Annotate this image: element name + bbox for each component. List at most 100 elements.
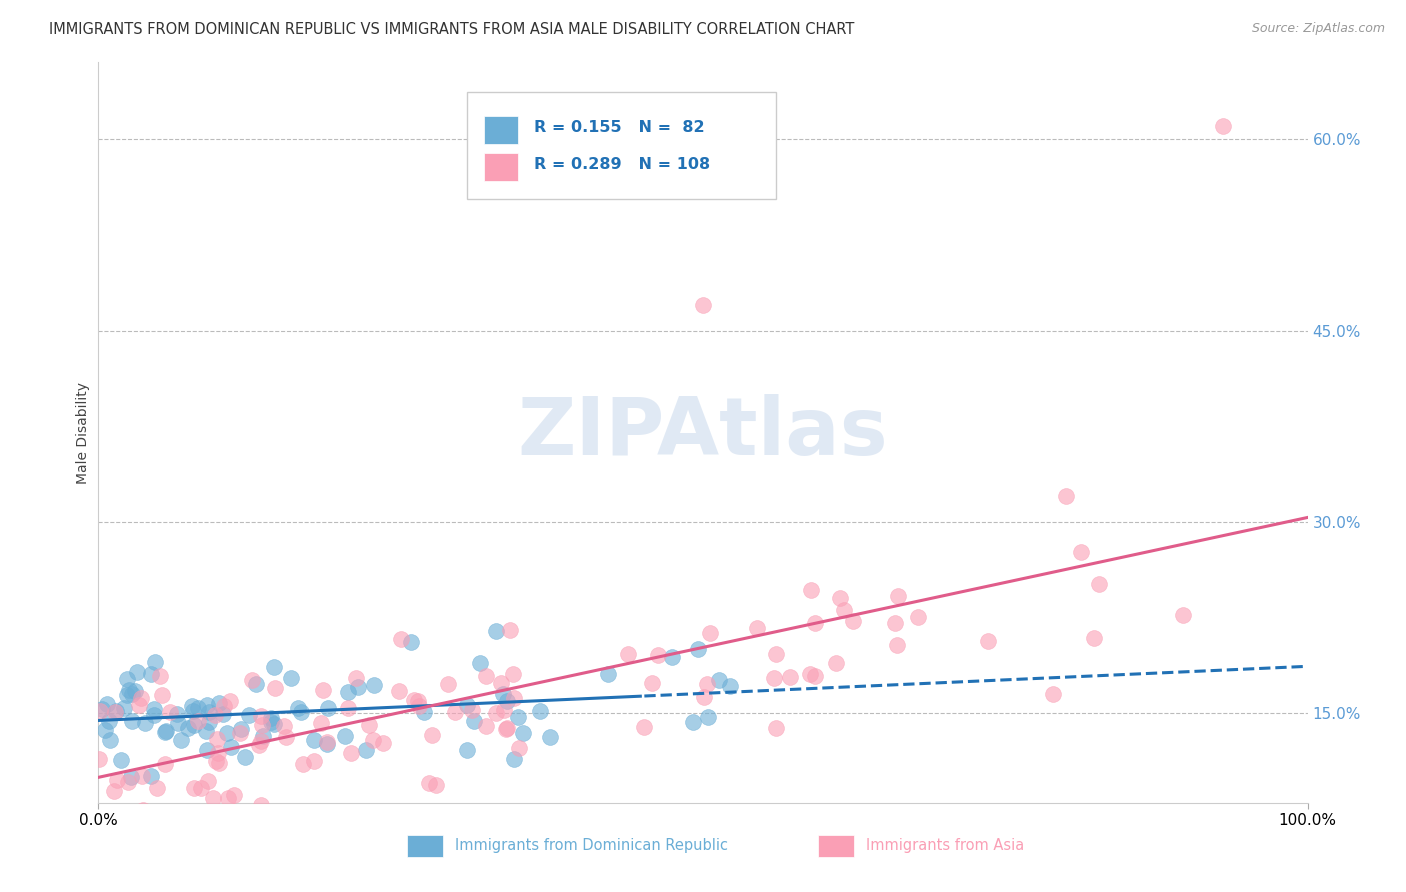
Point bbox=[215, 726, 238, 740]
Point bbox=[105, 705, 128, 719]
Point bbox=[211, 707, 233, 722]
Point bbox=[499, 623, 522, 637]
Point bbox=[142, 702, 165, 716]
Point bbox=[399, 635, 422, 649]
Point bbox=[977, 634, 1000, 648]
Point bbox=[250, 797, 273, 812]
Point bbox=[363, 678, 385, 692]
Point bbox=[250, 733, 273, 747]
Point bbox=[484, 706, 506, 720]
Point bbox=[485, 624, 508, 638]
Point bbox=[842, 614, 865, 628]
Point bbox=[242, 673, 264, 687]
Point bbox=[250, 718, 273, 732]
Point bbox=[180, 699, 202, 714]
Point bbox=[1212, 120, 1234, 134]
Point bbox=[494, 704, 516, 718]
Point bbox=[96, 698, 118, 712]
Point bbox=[492, 687, 515, 701]
Point bbox=[273, 719, 295, 733]
Point bbox=[89, 752, 111, 766]
Text: R = 0.155   N =  82: R = 0.155 N = 82 bbox=[534, 120, 704, 135]
Point bbox=[287, 701, 309, 715]
Point bbox=[263, 717, 285, 731]
Point bbox=[194, 723, 217, 738]
Point bbox=[336, 701, 359, 715]
Point bbox=[804, 616, 827, 631]
Point bbox=[508, 710, 530, 724]
Point bbox=[205, 754, 228, 768]
Point bbox=[197, 698, 219, 712]
Point bbox=[170, 733, 193, 747]
Point bbox=[97, 714, 120, 729]
Point bbox=[747, 622, 769, 636]
Point bbox=[219, 739, 242, 754]
Point bbox=[508, 740, 530, 755]
Point bbox=[159, 706, 181, 720]
Point bbox=[887, 589, 910, 603]
Point bbox=[1083, 631, 1105, 645]
Point bbox=[496, 694, 519, 708]
Point bbox=[141, 769, 163, 783]
Text: ZIPAtlas: ZIPAtlas bbox=[517, 393, 889, 472]
Point bbox=[316, 701, 339, 715]
Point bbox=[233, 749, 256, 764]
Point bbox=[763, 672, 786, 686]
Point bbox=[834, 603, 856, 617]
Point bbox=[538, 730, 561, 744]
Point bbox=[389, 632, 412, 646]
Point bbox=[115, 672, 138, 686]
Point bbox=[456, 698, 478, 712]
Point bbox=[128, 698, 150, 713]
Point bbox=[495, 722, 517, 736]
Point bbox=[529, 704, 551, 718]
Point bbox=[212, 698, 235, 713]
Point bbox=[474, 668, 496, 682]
Text: Source: ZipAtlas.com: Source: ZipAtlas.com bbox=[1251, 22, 1385, 36]
Point bbox=[208, 756, 231, 771]
Point bbox=[115, 688, 138, 702]
Point bbox=[765, 721, 787, 735]
Point bbox=[167, 716, 190, 731]
Point bbox=[263, 660, 285, 674]
Point bbox=[131, 769, 153, 783]
Point bbox=[93, 723, 115, 737]
Point bbox=[117, 817, 139, 831]
Point bbox=[470, 656, 492, 670]
Point bbox=[765, 647, 787, 661]
Point bbox=[886, 638, 908, 652]
Point bbox=[361, 733, 384, 747]
Point bbox=[198, 714, 221, 729]
Point bbox=[183, 717, 205, 731]
Bar bbox=[406, 835, 443, 857]
Point bbox=[120, 770, 142, 784]
Point bbox=[280, 671, 302, 685]
Point bbox=[617, 647, 640, 661]
Point bbox=[153, 757, 176, 772]
Point bbox=[187, 714, 209, 729]
Point bbox=[692, 690, 714, 704]
Point bbox=[336, 685, 359, 699]
Point bbox=[125, 665, 148, 680]
Point bbox=[131, 803, 153, 817]
Bar bbox=[484, 153, 517, 181]
Bar bbox=[484, 116, 517, 144]
Point bbox=[264, 681, 287, 695]
Point bbox=[260, 711, 283, 725]
Point bbox=[408, 698, 430, 713]
Point bbox=[177, 722, 200, 736]
Point bbox=[1070, 545, 1092, 559]
Point bbox=[302, 754, 325, 768]
Point bbox=[373, 736, 395, 750]
Point bbox=[292, 756, 315, 771]
Point bbox=[195, 743, 218, 757]
Point bbox=[112, 701, 135, 715]
Point bbox=[155, 724, 177, 739]
Point bbox=[456, 743, 478, 757]
Y-axis label: Male Disability: Male Disability bbox=[76, 382, 90, 483]
Point bbox=[418, 775, 440, 789]
Point bbox=[247, 738, 270, 752]
Point bbox=[146, 780, 169, 795]
Point bbox=[190, 780, 212, 795]
Point bbox=[804, 669, 827, 683]
